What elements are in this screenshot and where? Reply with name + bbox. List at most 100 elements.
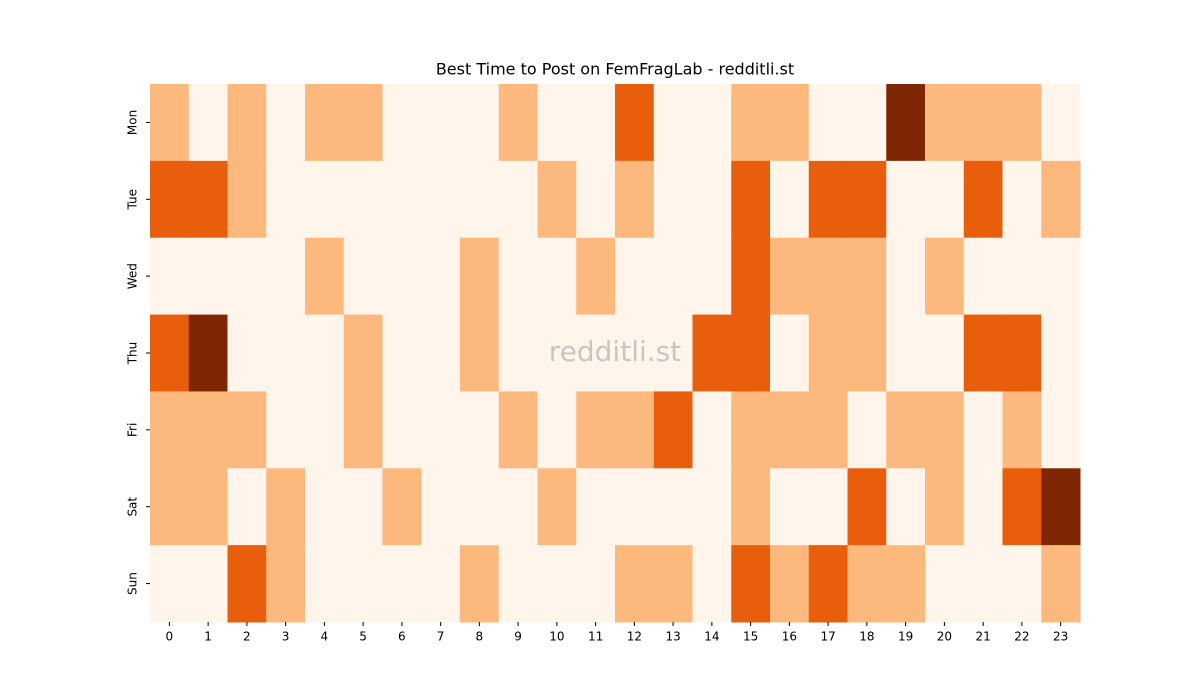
- cell: [692, 84, 732, 162]
- y-tick-label: Tue: [126, 189, 140, 211]
- cell: [382, 545, 422, 623]
- cell: [963, 545, 1003, 623]
- cell: [925, 314, 965, 392]
- y-tick-label: Fri: [126, 423, 140, 437]
- cell: [692, 314, 732, 392]
- cell: [576, 545, 616, 623]
- cell: [1041, 545, 1081, 623]
- x-tick-label: 22: [1014, 630, 1029, 644]
- cell: [1002, 391, 1042, 469]
- cell: [1041, 391, 1081, 469]
- cell: [266, 314, 306, 392]
- cell: [576, 84, 616, 162]
- cell: [731, 84, 771, 162]
- cell: [188, 84, 228, 162]
- y-tick-label: Sat: [126, 497, 140, 517]
- cell: [653, 160, 693, 239]
- cell: [963, 84, 1003, 162]
- x-tick-label: 4: [321, 630, 329, 644]
- cell: [305, 468, 345, 546]
- cell: [150, 391, 190, 469]
- cell: [421, 468, 461, 546]
- heatmap-cells: [150, 84, 1081, 623]
- cell: [498, 468, 538, 546]
- cell: [692, 468, 732, 546]
- cell: [1041, 468, 1081, 546]
- x-tick-label: 11: [588, 630, 603, 644]
- cell: [615, 545, 655, 623]
- cell: [731, 391, 771, 469]
- cell: [576, 391, 616, 469]
- cell: [847, 391, 887, 469]
- cell: [227, 160, 267, 239]
- x-tick-label: 10: [549, 630, 564, 644]
- cell: [498, 84, 538, 162]
- cell: [1002, 468, 1042, 546]
- cell: [653, 84, 693, 162]
- cell: [266, 545, 306, 623]
- cell: [537, 391, 577, 469]
- cell: [343, 84, 383, 162]
- cell: [615, 237, 655, 316]
- cell: [1041, 84, 1081, 162]
- cell: [847, 160, 887, 239]
- cell: [770, 314, 810, 392]
- x-tick-label: 19: [898, 630, 913, 644]
- cell: [847, 545, 887, 623]
- cell: [537, 314, 577, 392]
- cell: [382, 391, 422, 469]
- cell: [305, 84, 345, 162]
- cell: [498, 391, 538, 469]
- cell: [731, 468, 771, 546]
- cell: [770, 468, 810, 546]
- cell: [886, 468, 926, 546]
- cell: [188, 314, 228, 392]
- cell: [615, 84, 655, 162]
- cell: [615, 314, 655, 392]
- cell: [1002, 237, 1042, 316]
- cell: [1002, 314, 1042, 392]
- cell: [343, 391, 383, 469]
- cell: [266, 391, 306, 469]
- cell: [188, 237, 228, 316]
- cell: [886, 237, 926, 316]
- x-tick-label: 17: [820, 630, 835, 644]
- cell: [808, 160, 848, 239]
- watermark: redditli.st: [549, 335, 681, 368]
- x-tick-label: 20: [937, 630, 952, 644]
- cell: [731, 314, 771, 392]
- cell: [576, 237, 616, 316]
- cell: [537, 237, 577, 316]
- cell: [1041, 237, 1081, 316]
- cell: [770, 391, 810, 469]
- cell: [305, 391, 345, 469]
- cell: [963, 391, 1003, 469]
- cell: [847, 237, 887, 316]
- cell: [963, 314, 1003, 392]
- x-tick-label: 15: [743, 630, 758, 644]
- cell: [692, 391, 732, 469]
- cell: [770, 84, 810, 162]
- cell: [305, 545, 345, 623]
- cell: [382, 84, 422, 162]
- cell: [537, 545, 577, 623]
- cell: [770, 545, 810, 623]
- x-tick-label: 0: [166, 630, 174, 644]
- cell: [615, 468, 655, 546]
- cell: [150, 314, 190, 392]
- cell: [382, 314, 422, 392]
- x-tick-label: 6: [398, 630, 406, 644]
- cell: [653, 237, 693, 316]
- x-tick-label: 2: [243, 630, 251, 644]
- cell: [343, 314, 383, 392]
- cell: [653, 391, 693, 469]
- cell: [925, 84, 965, 162]
- cell: [498, 237, 538, 316]
- cell: [150, 468, 190, 546]
- x-tick-label: 16: [782, 630, 797, 644]
- cell: [692, 160, 732, 239]
- cell: [886, 545, 926, 623]
- cell: [1041, 160, 1081, 239]
- cell: [963, 160, 1003, 239]
- cell: [925, 391, 965, 469]
